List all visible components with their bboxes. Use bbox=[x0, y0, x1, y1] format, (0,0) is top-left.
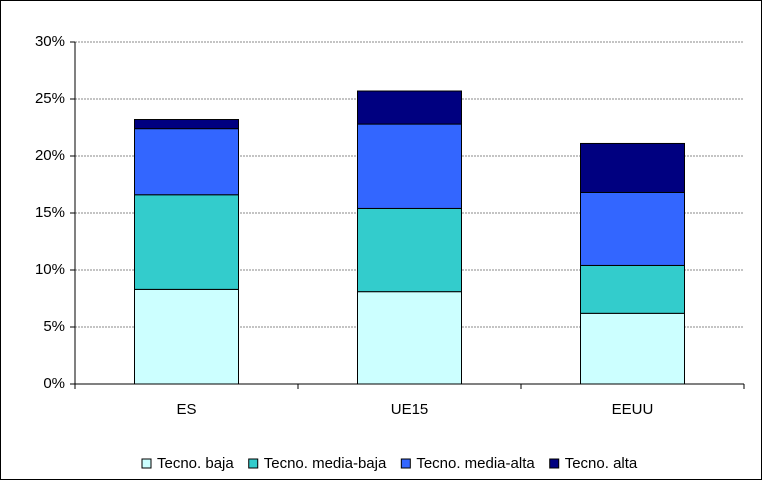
bar-segment bbox=[134, 119, 239, 130]
bar-segment bbox=[357, 207, 462, 293]
bar-segment bbox=[357, 291, 462, 385]
y-tick-label: 30% bbox=[35, 33, 65, 50]
legend-label: Tecno. alta bbox=[565, 455, 638, 472]
bar-segment bbox=[580, 264, 685, 314]
y-tick-label: 10% bbox=[35, 261, 65, 278]
bar-segment bbox=[134, 128, 239, 196]
y-tick-label: 15% bbox=[35, 204, 65, 221]
x-tick-label: EEUU bbox=[612, 401, 654, 418]
legend-swatch bbox=[141, 458, 152, 469]
bar-segment bbox=[357, 90, 462, 125]
legend-swatch bbox=[400, 458, 411, 469]
legend-swatch bbox=[248, 458, 259, 469]
y-tick-label: 25% bbox=[35, 90, 65, 107]
bar-segment bbox=[357, 123, 462, 209]
y-tick-label: 5% bbox=[43, 318, 65, 335]
legend-label: Tecno. media-baja bbox=[264, 455, 387, 472]
bar-segment bbox=[580, 312, 685, 385]
x-tick-label: UE15 bbox=[391, 401, 429, 418]
legend-label: Tecno. baja bbox=[157, 455, 234, 472]
legend-swatch bbox=[549, 458, 560, 469]
y-tick-label: 0% bbox=[43, 375, 65, 392]
x-tick-label: ES bbox=[176, 401, 196, 418]
bar-segment bbox=[580, 142, 685, 193]
bar-segment bbox=[580, 191, 685, 266]
bar-segment bbox=[134, 288, 239, 385]
y-tick-label: 20% bbox=[35, 147, 65, 164]
legend-label: Tecno. media-alta bbox=[416, 455, 535, 472]
bar-segment bbox=[134, 194, 239, 290]
